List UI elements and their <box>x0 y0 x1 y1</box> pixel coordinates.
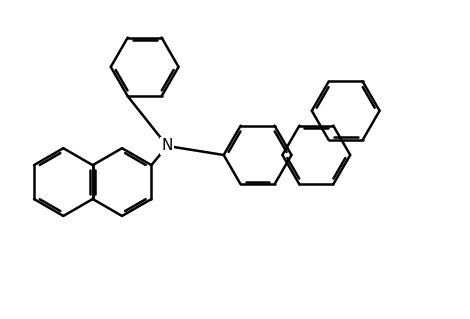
Text: N: N <box>162 138 173 153</box>
